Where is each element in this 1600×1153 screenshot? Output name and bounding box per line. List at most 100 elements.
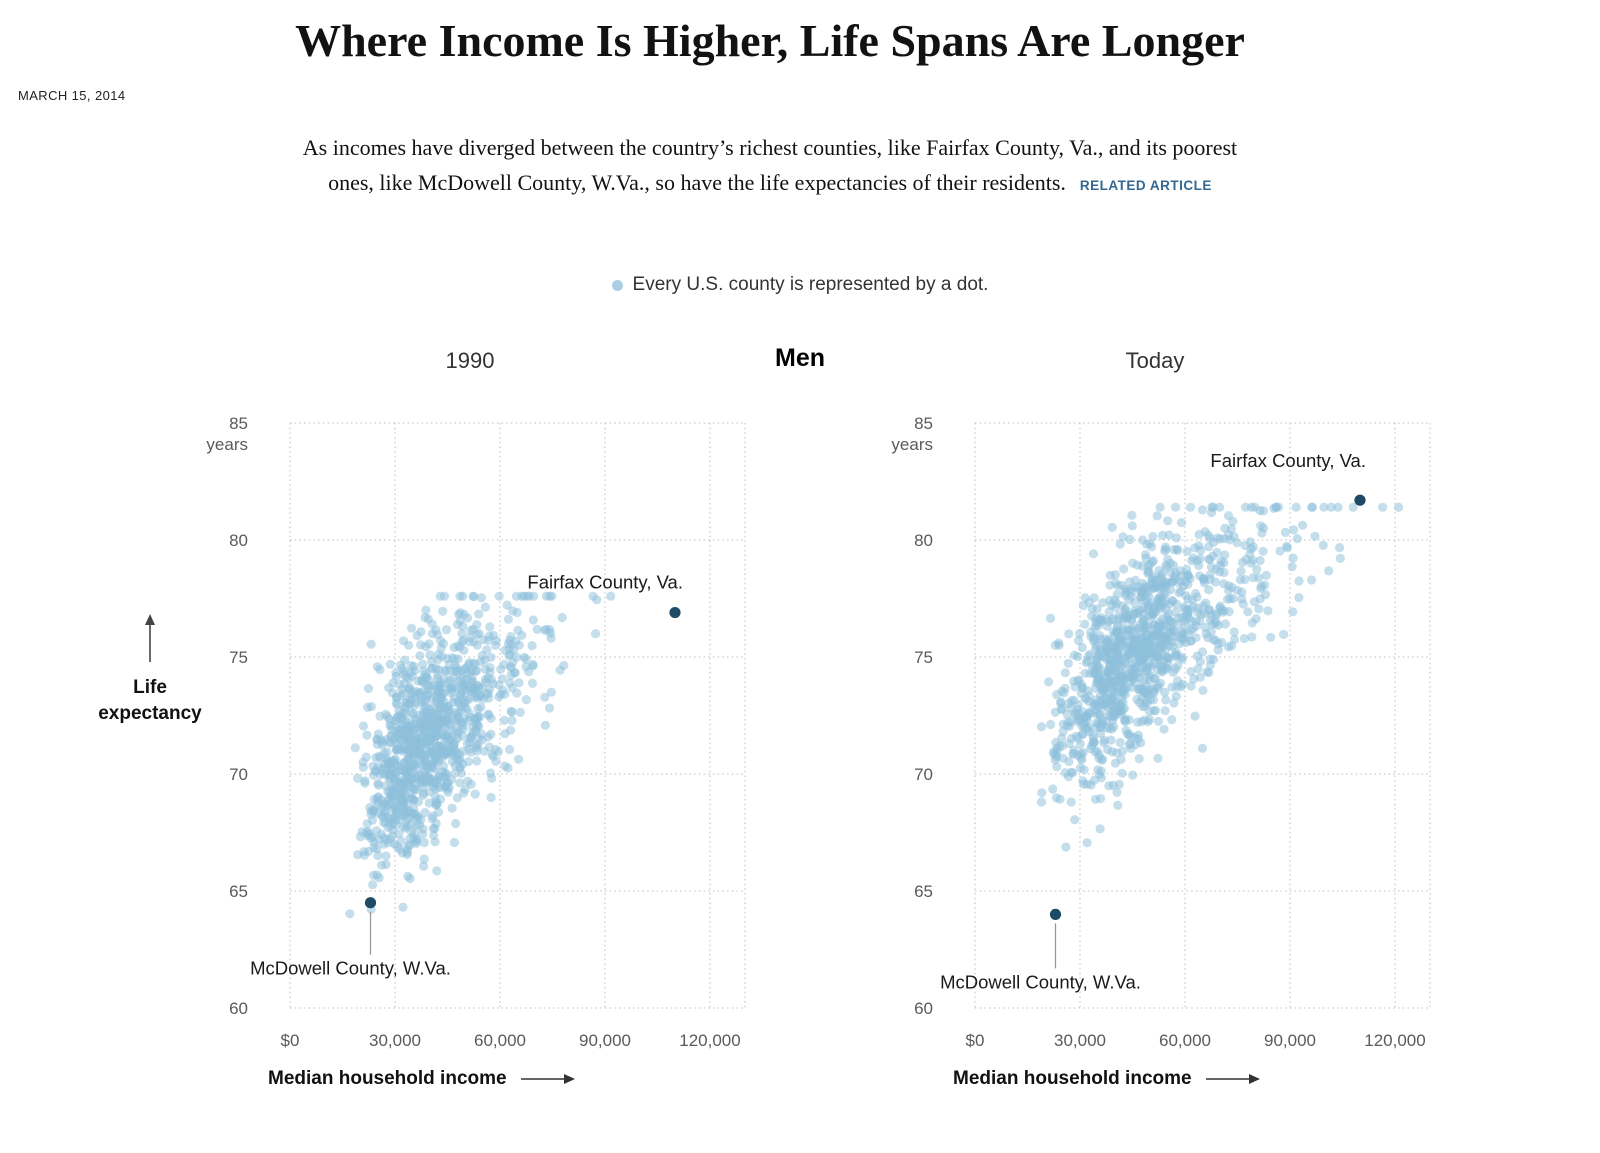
county-dot bbox=[1124, 740, 1134, 750]
county-dot bbox=[435, 591, 445, 601]
county-dot bbox=[1118, 532, 1128, 542]
county-dot bbox=[1125, 534, 1135, 545]
county-dot bbox=[545, 628, 555, 638]
county-dot bbox=[457, 628, 467, 639]
x-tick-label: $0 bbox=[281, 1031, 300, 1050]
county-dot bbox=[591, 629, 601, 639]
county-dot bbox=[375, 753, 386, 763]
county-dot bbox=[358, 721, 368, 731]
county-dot bbox=[432, 866, 442, 876]
county-dot bbox=[500, 761, 510, 771]
county-dot bbox=[486, 652, 496, 662]
county-dot bbox=[429, 830, 439, 840]
county-dot bbox=[1159, 724, 1169, 734]
county-dot bbox=[1157, 530, 1168, 540]
county-dot bbox=[1307, 575, 1317, 585]
county-dot bbox=[470, 789, 480, 799]
county-dot bbox=[1073, 733, 1083, 743]
county-dot bbox=[419, 854, 429, 864]
county-dot bbox=[1127, 521, 1137, 531]
county-dot bbox=[379, 802, 389, 812]
county-dot bbox=[1194, 529, 1204, 540]
county-dot bbox=[1046, 719, 1056, 730]
county-dot bbox=[350, 743, 360, 753]
county-dot bbox=[1119, 564, 1129, 574]
county-dot bbox=[1115, 631, 1125, 641]
county-dot bbox=[454, 698, 464, 708]
county-dot bbox=[1205, 615, 1215, 625]
county-dot bbox=[444, 659, 454, 670]
annotation-label: McDowell County, W.Va. bbox=[940, 971, 1141, 992]
county-dot bbox=[1147, 579, 1157, 589]
county-dot bbox=[425, 787, 435, 797]
county-dot bbox=[1155, 502, 1165, 512]
county-dot bbox=[494, 591, 504, 601]
y-tick-label: 80 bbox=[229, 531, 248, 550]
county-dot bbox=[466, 733, 476, 743]
county-dot bbox=[1076, 749, 1086, 759]
county-dot bbox=[375, 711, 385, 721]
county-dot bbox=[1133, 730, 1143, 740]
county-dot bbox=[1112, 787, 1122, 797]
county-dot bbox=[1333, 502, 1343, 512]
publication-date: MARCH 15, 2014 bbox=[18, 88, 126, 103]
county-dot bbox=[1142, 637, 1152, 647]
county-dot bbox=[1147, 542, 1157, 552]
county-dot bbox=[446, 719, 456, 730]
county-dot bbox=[1243, 607, 1253, 617]
county-dot bbox=[369, 805, 379, 815]
county-dot bbox=[1279, 629, 1289, 639]
county-dot bbox=[1054, 640, 1064, 650]
county-dot bbox=[369, 794, 379, 804]
x-axis-label-text: Median household income bbox=[953, 1068, 1192, 1089]
county-dot bbox=[1036, 797, 1047, 807]
county-dot bbox=[1186, 681, 1196, 691]
y-tick-label: 75 bbox=[914, 648, 933, 667]
county-dot bbox=[1070, 815, 1080, 825]
county-dot bbox=[546, 687, 556, 697]
county-dot bbox=[368, 761, 378, 771]
y-tick-label: 75 bbox=[229, 648, 248, 667]
county-dot bbox=[1088, 730, 1098, 740]
county-dot bbox=[398, 744, 408, 755]
county-dot bbox=[1137, 693, 1147, 703]
x-axis-label-left: Median household income bbox=[268, 1068, 577, 1090]
county-dot bbox=[1137, 578, 1148, 589]
legend-label: Every U.S. county is represented by a do… bbox=[632, 274, 989, 295]
x-tick-label: 60,000 bbox=[1159, 1031, 1211, 1050]
county-dot bbox=[375, 665, 385, 675]
county-dot bbox=[362, 730, 372, 740]
county-dot bbox=[1148, 631, 1158, 642]
county-dot bbox=[470, 659, 480, 669]
county-dot bbox=[1287, 562, 1297, 572]
county-dot bbox=[1106, 735, 1116, 745]
scatter-chart-1990: $0 30,000 60,000 90,000 120,000 60 65 70 75 80 85 y… bbox=[130, 393, 810, 1063]
county-dot bbox=[1087, 611, 1097, 621]
county-dot bbox=[1161, 695, 1171, 705]
county-dot bbox=[469, 637, 479, 647]
county-dot bbox=[391, 698, 401, 708]
county-dot bbox=[416, 778, 426, 788]
county-dot bbox=[1152, 665, 1162, 675]
related-article-link[interactable]: RELATED ARTICLE bbox=[1079, 178, 1212, 193]
county-dot bbox=[505, 635, 515, 645]
county-dot bbox=[1090, 668, 1100, 678]
county-dot bbox=[1348, 502, 1358, 512]
county-dot bbox=[1080, 593, 1090, 603]
county-dot bbox=[395, 660, 406, 670]
county-dot bbox=[437, 651, 447, 661]
county-dot bbox=[397, 723, 407, 733]
county-dot bbox=[475, 692, 486, 702]
county-dot bbox=[1068, 748, 1079, 758]
county-dot bbox=[1088, 549, 1099, 559]
county-dot bbox=[1107, 600, 1117, 610]
county-dot bbox=[1222, 594, 1233, 604]
county-dot bbox=[1145, 559, 1155, 569]
county-dot bbox=[452, 793, 462, 803]
county-dot bbox=[517, 630, 527, 640]
x-tick-label: 60,000 bbox=[474, 1031, 526, 1050]
county-dot bbox=[1059, 688, 1069, 698]
county-dot bbox=[1151, 652, 1161, 662]
county-dot bbox=[1090, 794, 1101, 804]
county-dot bbox=[1200, 622, 1210, 632]
